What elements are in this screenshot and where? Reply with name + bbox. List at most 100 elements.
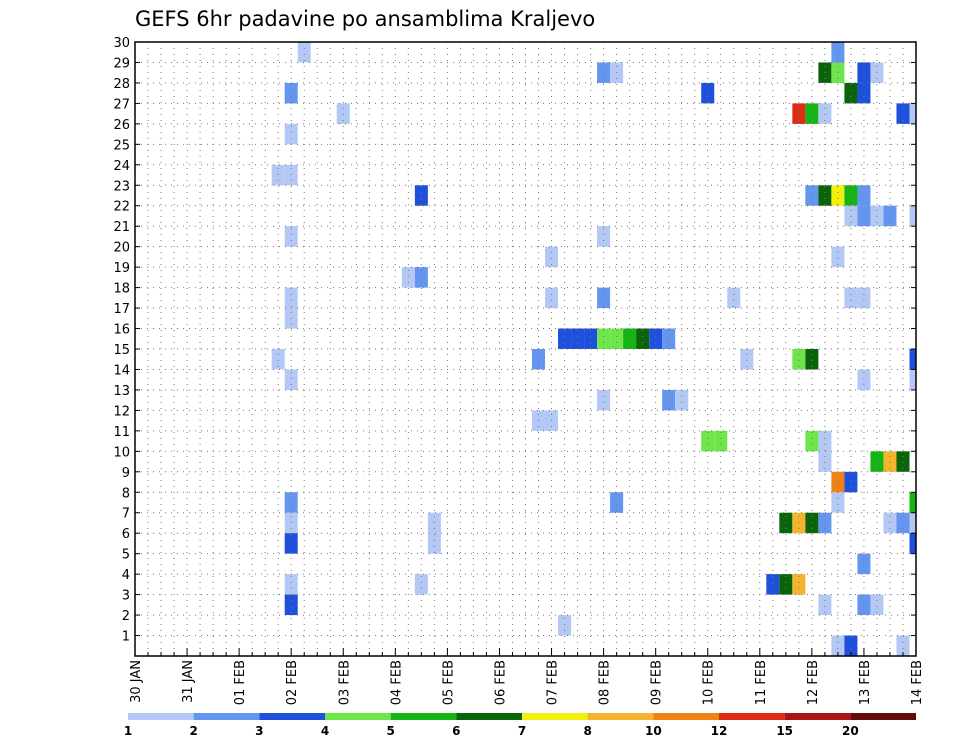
cell-54 [271, 349, 285, 370]
ytick-label-16: 16 [113, 323, 130, 338]
cell-55 [532, 349, 546, 370]
ytick-label-17: 17 [113, 302, 130, 317]
chart-title: GEFS 6hr padavine po ansamblima Kraljevo [135, 7, 595, 31]
legend-swatch-5 [456, 713, 522, 720]
cell-59 [909, 349, 916, 370]
cell-19 [271, 164, 285, 186]
cell-94 [857, 553, 871, 575]
ytick-label-5: 5 [122, 548, 130, 563]
legend-swatch-9 [719, 713, 785, 720]
cell-60 [284, 369, 298, 390]
cell-18 [284, 123, 298, 145]
ytick-label-11: 11 [113, 425, 130, 440]
cell-1 [831, 42, 845, 63]
cell-29 [870, 205, 884, 227]
legend-label-1: 1 [124, 724, 132, 738]
ytick-label-21: 21 [113, 220, 130, 235]
ytick-label-4: 4 [122, 568, 130, 583]
cell-91 [284, 533, 298, 554]
cell-42 [844, 287, 858, 309]
xtick-label-2: 01 FEB [233, 660, 248, 705]
ytick-label-8: 8 [122, 486, 130, 501]
ytick-label-13: 13 [113, 384, 130, 399]
ytick-label-26: 26 [113, 118, 130, 133]
legend-swatch-1 [193, 713, 260, 720]
cell-15 [818, 103, 832, 124]
legend-swatch-0 [128, 713, 194, 720]
cell-52 [649, 328, 663, 349]
cell-21 [414, 185, 428, 206]
cell-79 [610, 492, 624, 513]
cell-9 [701, 82, 715, 104]
legend-label-15: 15 [776, 724, 793, 738]
cell-39 [545, 287, 559, 309]
cell-16 [896, 103, 910, 124]
cell-81 [909, 492, 916, 513]
cell-62 [909, 369, 916, 390]
cell-64 [662, 389, 676, 411]
cell-101 [818, 594, 832, 616]
cell-47 [584, 328, 598, 349]
cell-99 [792, 574, 806, 595]
legend-label-2: 2 [189, 724, 197, 738]
legend-label-4: 4 [321, 724, 329, 738]
xtick-label-11: 10 FEB [702, 660, 717, 705]
legend-swatch-10 [784, 713, 851, 720]
cell-80 [831, 492, 845, 513]
cell-78 [284, 492, 298, 513]
legend-swatch-3 [325, 713, 391, 720]
cell-35 [831, 246, 845, 268]
ytick-label-15: 15 [113, 343, 130, 358]
legend-label-7: 7 [518, 724, 526, 738]
xtick-label-1: 31 JAN [181, 660, 196, 703]
legend-swatch-11 [850, 713, 916, 720]
legend-label-12: 12 [711, 724, 728, 738]
cell-71 [818, 430, 832, 452]
ytick-label-10: 10 [113, 445, 130, 460]
xtick-label-9: 08 FEB [598, 660, 613, 705]
xtick-label-6: 05 FEB [441, 660, 456, 705]
cell-100 [284, 594, 298, 616]
xtick-label-5: 04 FEB [389, 660, 404, 705]
cell-36 [401, 267, 415, 288]
cell-34 [545, 246, 559, 268]
ytick-label-1: 1 [122, 630, 130, 645]
xtick-label-10: 09 FEB [650, 660, 665, 705]
legend-label-10: 10 [645, 724, 662, 738]
x-ticks: 30 JAN 31 JAN 01 FEB 02 FEB 03 FEB 04 FEB 05 F… [129, 648, 925, 705]
cell-11 [857, 82, 871, 104]
cell-74 [883, 451, 897, 472]
ytick-label-14: 14 [113, 363, 130, 378]
legend-label-6: 6 [452, 724, 460, 738]
ytick-label-22: 22 [113, 200, 130, 215]
cell-107 [896, 635, 910, 656]
ytick-label-9: 9 [122, 466, 130, 481]
legend-swatch-2 [259, 713, 325, 720]
cell-45 [558, 328, 572, 349]
cell-38 [284, 287, 298, 309]
ytick-label-20: 20 [113, 241, 130, 256]
cell-41 [727, 287, 741, 309]
cell-0 [297, 42, 311, 63]
cell-37 [414, 267, 428, 288]
cells-layer [271, 42, 916, 656]
cell-32 [284, 226, 298, 247]
cell-49 [610, 328, 624, 349]
xtick-label-0: 30 JAN [129, 660, 144, 703]
ytick-label-3: 3 [122, 589, 130, 604]
xtick-label-4: 03 FEB [337, 660, 352, 705]
legend-label-3: 3 [255, 724, 263, 738]
ytick-label-25: 25 [113, 138, 130, 153]
cell-92 [427, 533, 441, 554]
cell-77 [844, 471, 858, 493]
cell-24 [831, 185, 845, 206]
legend-swatch-7 [587, 713, 654, 720]
cell-76 [831, 471, 845, 493]
cell-25 [844, 185, 858, 206]
cell-70 [805, 430, 819, 452]
ytick-label-24: 24 [113, 159, 130, 174]
cell-97 [766, 574, 780, 595]
ytick-label-18: 18 [113, 282, 130, 297]
color-legend: 1 2 3 4 5 6 7 8 10 12 15 20 [124, 713, 916, 738]
